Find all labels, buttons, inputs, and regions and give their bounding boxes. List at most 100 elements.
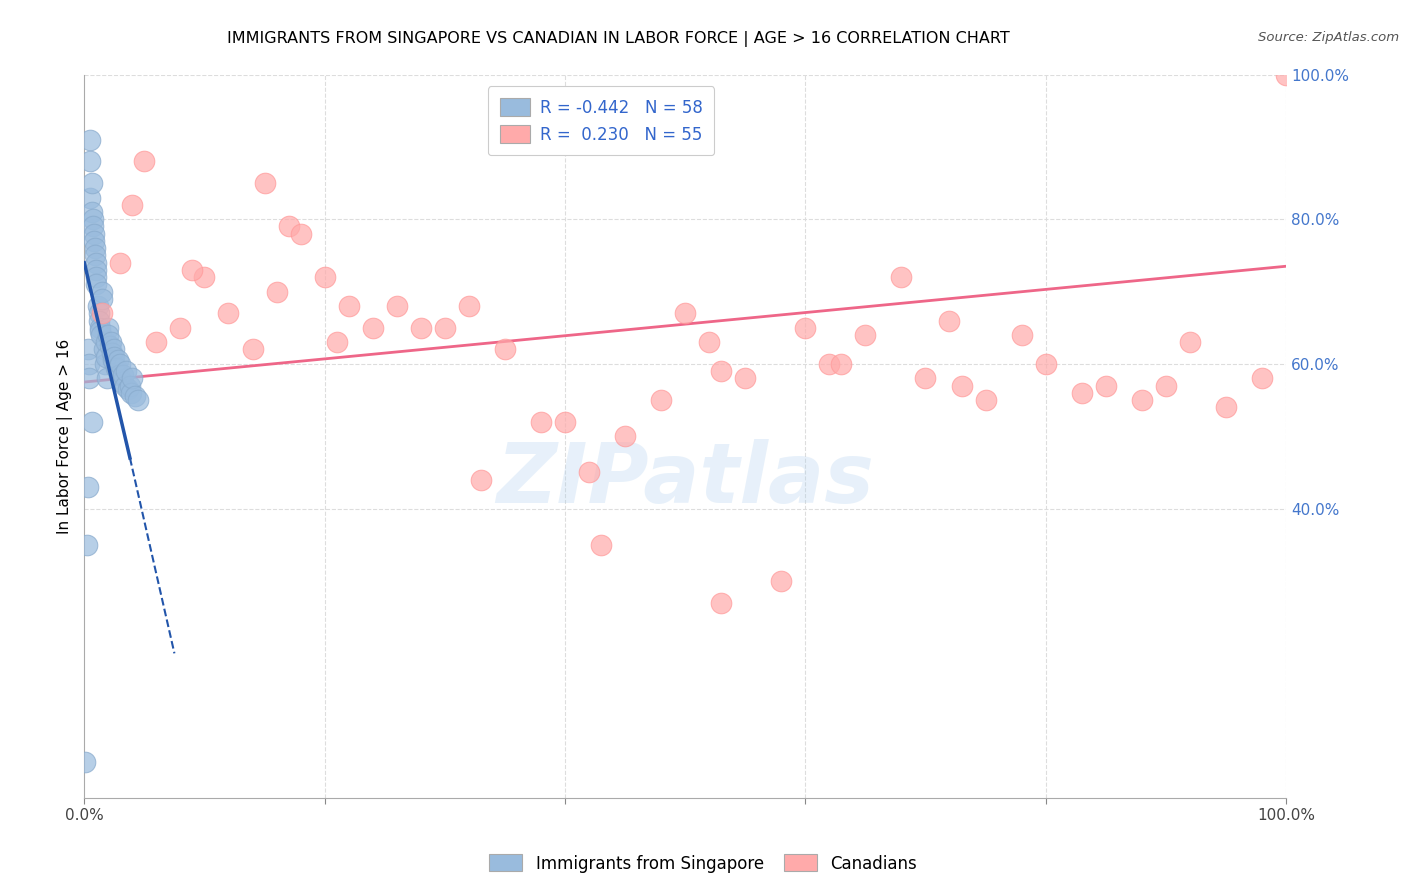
Point bbox=[1178, 335, 1201, 350]
Point bbox=[120, 385, 142, 400]
Point bbox=[80, 415, 103, 429]
Point bbox=[325, 335, 347, 350]
Point bbox=[470, 473, 492, 487]
Point bbox=[1035, 357, 1057, 371]
Point bbox=[890, 270, 912, 285]
Point bbox=[91, 292, 114, 306]
Text: IMMIGRANTS FROM SINGAPORE VS CANADIAN IN LABOR FORCE | AGE > 16 CORRELATION CHAR: IMMIGRANTS FROM SINGAPORE VS CANADIAN IN… bbox=[228, 31, 1010, 47]
Point bbox=[115, 364, 138, 378]
Text: ZIPatlas: ZIPatlas bbox=[496, 439, 875, 520]
Point bbox=[242, 343, 264, 357]
Point bbox=[84, 255, 107, 269]
Point bbox=[914, 371, 936, 385]
Point bbox=[77, 371, 100, 385]
Point bbox=[277, 219, 299, 234]
Legend: Immigrants from Singapore, Canadians: Immigrants from Singapore, Canadians bbox=[482, 847, 924, 880]
Point bbox=[94, 335, 117, 350]
Point bbox=[794, 320, 817, 334]
Point bbox=[87, 313, 110, 327]
Point bbox=[734, 371, 756, 385]
Point bbox=[110, 357, 132, 371]
Point bbox=[770, 574, 793, 588]
Point bbox=[974, 393, 997, 408]
Point bbox=[830, 357, 852, 371]
Point bbox=[89, 324, 111, 338]
Point bbox=[104, 360, 127, 375]
Point bbox=[110, 255, 132, 269]
Point bbox=[134, 154, 156, 169]
Point bbox=[80, 176, 103, 190]
Point bbox=[93, 343, 115, 357]
Point bbox=[614, 429, 637, 443]
Point bbox=[91, 306, 114, 320]
Point bbox=[87, 306, 110, 320]
Point bbox=[77, 343, 100, 357]
Point bbox=[1130, 393, 1153, 408]
Point bbox=[314, 270, 336, 285]
Point bbox=[79, 154, 101, 169]
Point bbox=[193, 270, 215, 285]
Point bbox=[97, 328, 120, 343]
Point bbox=[145, 335, 167, 350]
Point bbox=[98, 339, 121, 353]
Point bbox=[853, 328, 876, 343]
Point bbox=[103, 350, 125, 364]
Point bbox=[266, 285, 288, 299]
Point bbox=[950, 378, 973, 392]
Point bbox=[121, 198, 143, 212]
Point bbox=[108, 368, 131, 382]
Point bbox=[100, 335, 122, 350]
Point bbox=[96, 371, 118, 385]
Point bbox=[90, 328, 112, 343]
Point bbox=[101, 353, 124, 368]
Point bbox=[83, 227, 105, 241]
Legend: R = -0.442   N = 58, R =  0.230   N = 55: R = -0.442 N = 58, R = 0.230 N = 55 bbox=[488, 87, 714, 155]
Point bbox=[673, 306, 696, 320]
Point bbox=[93, 357, 115, 371]
Point bbox=[101, 346, 124, 360]
Point bbox=[1094, 378, 1116, 392]
Point bbox=[75, 755, 97, 769]
Point bbox=[82, 219, 104, 234]
Point bbox=[697, 335, 720, 350]
Point bbox=[578, 466, 600, 480]
Point bbox=[650, 393, 672, 408]
Point bbox=[84, 263, 107, 277]
Point bbox=[117, 382, 139, 396]
Point bbox=[1251, 371, 1274, 385]
Point bbox=[118, 378, 141, 392]
Point bbox=[181, 263, 204, 277]
Point bbox=[169, 320, 191, 334]
Point bbox=[1070, 385, 1092, 400]
Point bbox=[107, 353, 129, 368]
Point bbox=[76, 538, 98, 552]
Point bbox=[84, 270, 107, 285]
Point bbox=[111, 368, 134, 382]
Point bbox=[84, 248, 107, 262]
Point bbox=[79, 133, 101, 147]
Point bbox=[385, 299, 408, 313]
Point bbox=[554, 415, 576, 429]
Point bbox=[124, 390, 146, 404]
Point bbox=[589, 538, 612, 552]
Point bbox=[110, 375, 132, 389]
Point bbox=[121, 371, 143, 385]
Point bbox=[79, 190, 101, 204]
Point bbox=[94, 350, 117, 364]
Point bbox=[433, 320, 456, 334]
Point bbox=[86, 299, 108, 313]
Point bbox=[361, 320, 384, 334]
Point bbox=[97, 320, 120, 334]
Point bbox=[84, 241, 107, 255]
Text: Source: ZipAtlas.com: Source: ZipAtlas.com bbox=[1258, 31, 1399, 45]
Point bbox=[1011, 328, 1033, 343]
Point bbox=[409, 320, 432, 334]
Point bbox=[494, 343, 516, 357]
Y-axis label: In Labor Force | Age > 16: In Labor Force | Age > 16 bbox=[58, 339, 73, 534]
Point bbox=[114, 378, 136, 392]
Point bbox=[80, 205, 103, 219]
Point bbox=[91, 285, 114, 299]
Point bbox=[103, 343, 125, 357]
Point bbox=[938, 313, 960, 327]
Point bbox=[127, 393, 149, 408]
